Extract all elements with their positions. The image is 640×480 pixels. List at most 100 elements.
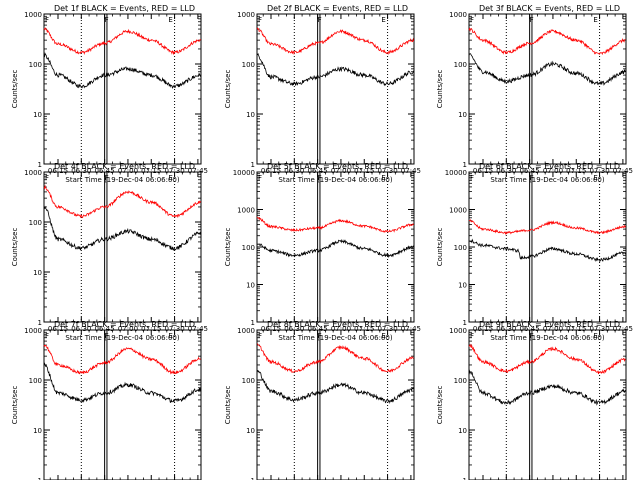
y-tick-label: 10 — [33, 427, 42, 435]
series-events-line — [468, 53, 626, 86]
panel-title: Det 2f BLACK = Events, RED = LLD — [267, 4, 408, 13]
y-tick-label: 1000 — [24, 11, 42, 19]
panel-det-3f: Det 3f BLACK = Events, RED = LLD 1 10 100 10… — [436, 4, 633, 184]
y-tick-label: 10 — [246, 282, 255, 290]
y-tick-label: 100 — [242, 244, 255, 252]
x-tick-label: 06:30 — [284, 325, 304, 333]
marker-label: E — [168, 332, 172, 340]
marker-label: E — [593, 174, 597, 182]
x-tick-label: 06:45 — [520, 167, 540, 175]
panel-det-1f: Det 1f BLACK = Events, RED = LLD 1 10 100 10… — [11, 4, 208, 184]
marker-label: E — [381, 16, 385, 24]
panel-det-5f: Det 5f BLACK = Events, RED = LLD 1 10 100 10… — [224, 162, 421, 342]
y-tick-label: 10 — [33, 111, 42, 119]
x-tick-label: 07:15 — [141, 325, 161, 333]
series-events-line — [256, 369, 415, 404]
y-tick-label: 1 — [463, 477, 467, 480]
x-tick-label: 06:15 — [261, 325, 281, 333]
panel-title: Det 6f BLACK = Events, RED = LLD — [479, 162, 620, 171]
y-tick-label: 1 — [251, 319, 255, 327]
marker-label-left: F — [45, 332, 49, 340]
x-tick-label: 06:15 — [473, 167, 493, 175]
y-tick-label: 1 — [463, 319, 467, 327]
x-tick-label: 07:45 — [188, 167, 208, 175]
x-tick-label: 07:30 — [377, 167, 397, 175]
y-tick-label: 100 — [29, 219, 42, 227]
panel-title: Det 5f BLACK = Events, RED = LLD — [267, 162, 408, 171]
marker-label-left: F — [470, 16, 474, 24]
series-lld-line — [256, 343, 414, 373]
panel-det-8f: Det 8f BLACK = Events, RED = LLD11010010… — [224, 320, 415, 480]
y-tick-label: 1 — [463, 161, 467, 169]
y-axis-label: Counts/sec — [11, 228, 19, 267]
marker-label: F — [318, 16, 322, 24]
y-tick-label: 100 — [242, 377, 255, 385]
y-tick-label: 1000 — [449, 11, 467, 19]
x-tick-label: 07:15 — [566, 167, 586, 175]
panel-title: Det 8f BLACK = Events, RED = LLD — [267, 320, 408, 329]
y-axis-label: Counts/sec — [436, 70, 444, 109]
x-tick-label: 07:45 — [401, 325, 421, 333]
y-tick-label: 1 — [251, 477, 255, 480]
y-tick-label: 100 — [454, 377, 467, 385]
plot-frame — [468, 329, 627, 480]
x-axis-label: Start Time (19-Dec-04 06:06:00) — [278, 176, 392, 184]
marker-label: F — [318, 332, 322, 340]
y-tick-label: 1 — [38, 477, 42, 480]
marker-label: F — [530, 174, 534, 182]
y-tick-label: 1000 — [449, 207, 467, 215]
x-tick-label: 06:30 — [496, 167, 516, 175]
y-axis-label: Counts/sec — [224, 228, 232, 267]
x-tick-label: 06:45 — [95, 325, 115, 333]
marker-label: F — [105, 174, 109, 182]
series-lld-line — [468, 219, 627, 236]
panel-det-9f: Det 9f BLACK = Events, RED = LLD11010010… — [436, 320, 627, 480]
y-tick-label: 10 — [458, 111, 467, 119]
series-lld-line — [43, 27, 202, 56]
x-tick-label: 07:30 — [589, 325, 609, 333]
marker-label: F — [105, 16, 109, 24]
x-tick-label: 07:45 — [401, 167, 421, 175]
x-tick-label: 06:30 — [71, 167, 91, 175]
plot-frame — [43, 171, 202, 323]
y-tick-label: 100 — [454, 244, 467, 252]
y-tick-label: 1 — [38, 161, 42, 169]
x-tick-label: 06:45 — [520, 325, 540, 333]
series-lld-line — [468, 343, 626, 375]
x-tick-label: 06:45 — [308, 325, 328, 333]
x-tick-label: 07:00 — [543, 167, 563, 175]
panel-det-4f: Det 4f BLACK = Events, RED = LLD11010010… — [11, 162, 208, 342]
marker-label-left: F — [258, 332, 262, 340]
x-axis-label: Start Time (19-Dec-04 06:06:00) — [490, 334, 604, 342]
x-tick-label: 07:30 — [164, 167, 184, 175]
marker-label-left: F — [258, 174, 262, 182]
plot-frame — [256, 13, 415, 165]
y-tick-label: 10000 — [445, 169, 467, 177]
y-tick-label: 10000 — [233, 169, 255, 177]
marker-label: E — [168, 16, 172, 24]
x-tick-label: 06:30 — [496, 325, 516, 333]
series-lld-line — [256, 216, 415, 233]
x-axis-label: Start Time (19-Dec-04 06:06:00) — [65, 176, 179, 184]
y-tick-label: 100 — [29, 377, 42, 385]
marker-label: E — [593, 332, 597, 340]
marker-label: F — [318, 174, 322, 182]
y-tick-label: 100 — [242, 61, 255, 69]
marker-label: F — [530, 16, 534, 24]
y-tick-label: 1000 — [24, 169, 42, 177]
x-tick-label: 07:00 — [118, 167, 138, 175]
plot-frame — [256, 329, 415, 480]
panel-det-7f: Det 7f BLACK = Events, RED = LLD11010010… — [11, 320, 202, 480]
y-tick-label: 1000 — [449, 327, 467, 335]
x-tick-label: 07:00 — [118, 325, 138, 333]
x-axis-label: Start Time (19-Dec-04 06:06:00) — [490, 176, 604, 184]
plot-frame — [256, 171, 415, 323]
x-tick-label: 06:15 — [261, 167, 281, 175]
series-events-line — [468, 238, 627, 262]
y-tick-label: 10 — [246, 427, 255, 435]
y-tick-label: 100 — [454, 61, 467, 69]
series-lld-line — [256, 27, 415, 56]
plot-frame — [43, 329, 202, 480]
series-lld-line — [468, 27, 626, 56]
